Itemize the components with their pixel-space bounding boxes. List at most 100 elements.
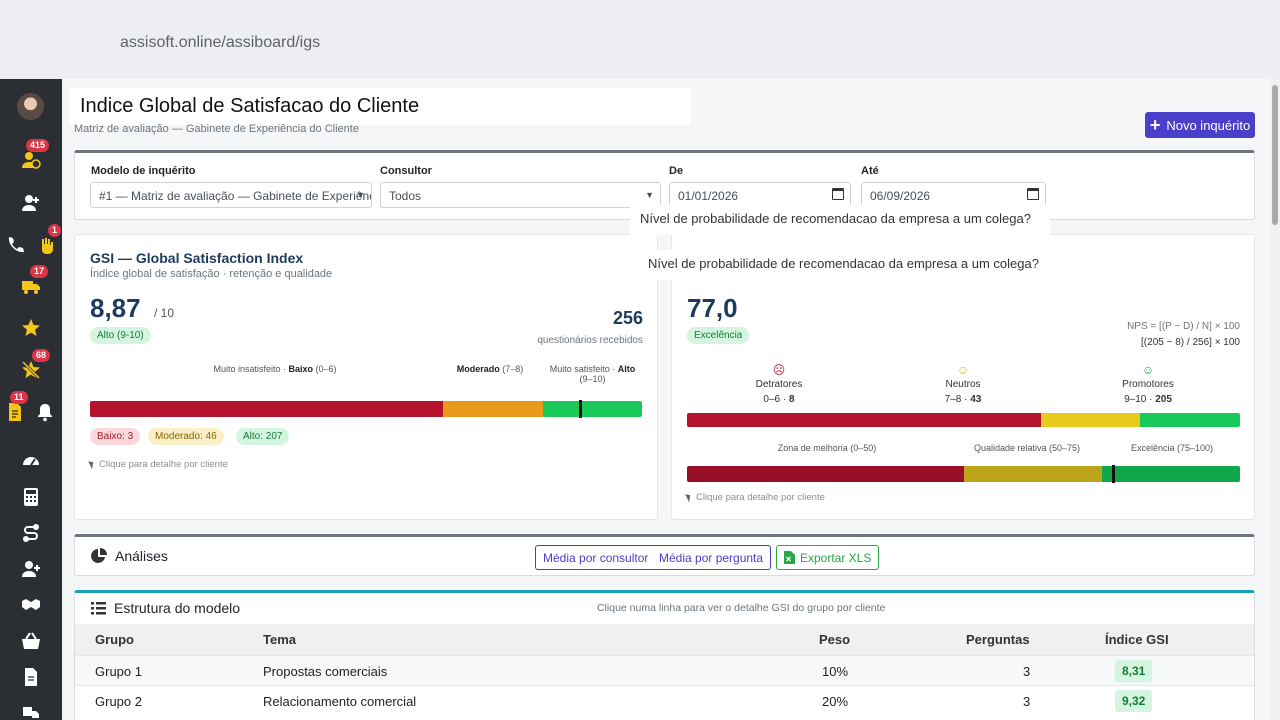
plus-icon: + — [1149, 115, 1161, 135]
gsi-bar[interactable] — [90, 401, 642, 417]
average-by-question-button[interactable]: Média por pergunta — [652, 545, 772, 570]
tooltip: Nível de probabilidade de recomendacao d… — [630, 205, 1050, 235]
bar-segment-baixo[interactable] — [90, 401, 444, 417]
row-theme: Relacionamento comercial — [263, 694, 417, 709]
star-icon — [22, 319, 40, 336]
url-text[interactable]: assisoft.online/assiboard/igs — [120, 34, 321, 51]
export-xls-button[interactable]: Exportar XLS — [776, 545, 880, 570]
gauge-icon — [23, 457, 39, 466]
from-date-input[interactable]: 01/01/2026 — [669, 182, 851, 208]
sidebar-item-handshake[interactable] — [0, 590, 62, 620]
page-subtitle: Matriz de avaliação — Gabinete de Experi… — [74, 123, 359, 135]
tooltip: Nível de probabilidade de recomendacao d… — [638, 250, 1098, 280]
page-title: Indice Global de Satisfacao do Cliente — [80, 95, 420, 117]
sidebar-item-user-clock[interactable]: 415 — [0, 139, 62, 175]
new-survey-label: Novo inquérito — [1166, 117, 1251, 133]
sidebar-item-user-plus[interactable] — [0, 188, 62, 218]
sidebar-item-star-slash[interactable]: 68 — [0, 349, 62, 385]
zone-label-excellence: Excelência (75–100) — [1130, 443, 1214, 453]
table-header: Grupo Tema Peso Perguntas Índice GSI — [75, 624, 1254, 655]
gsi-score: 8,87 — [90, 293, 141, 323]
nps-distribution-bar[interactable] — [687, 413, 1240, 427]
scrollbar-thumb[interactable] — [1272, 85, 1278, 225]
bar-segment-excelência[interactable] — [1101, 466, 1240, 482]
user-plus-icon — [22, 195, 39, 211]
gsi-subtitle: Índice global de satisfação · retenção e… — [90, 268, 333, 280]
row-weight: 10% — [822, 664, 849, 679]
sidebar-item-calculator[interactable] — [0, 482, 62, 512]
detractors-range: 0–6 · 8 — [763, 394, 795, 405]
row-questions: 3 — [1023, 664, 1031, 679]
gsi-level-badge: Alto (9-10) — [90, 327, 151, 344]
sidebar-item-bell[interactable] — [14, 397, 76, 427]
route-icon — [23, 524, 39, 542]
sidebar-item-gauge[interactable] — [0, 446, 62, 476]
header-weight: Peso — [819, 632, 851, 647]
detractors-label: Detratores — [755, 379, 803, 390]
row-questions: 3 — [1023, 694, 1031, 709]
list-icon — [91, 601, 106, 614]
pie-chart-icon — [91, 548, 107, 563]
low-count-badge: Baixo: 3 — [90, 428, 141, 445]
sidebar-item-hand[interactable]: 1 — [16, 224, 78, 260]
sidebar-item-document[interactable]: 11 — [0, 391, 46, 427]
zone-label-improvement: Zona de melhoria (0–50) — [777, 443, 877, 453]
badge-count: 17 — [30, 265, 49, 278]
nps-score: 77,0 — [687, 293, 738, 323]
table-row[interactable]: Grupo 2 Relacionamento comercial 20% 3 9… — [75, 685, 1254, 715]
zone-label-relative: Qualidade relativa (50–75) — [973, 443, 1081, 453]
analyses-title: Análises — [115, 548, 168, 564]
nps-zone-bar[interactable] — [687, 466, 1240, 482]
new-survey-button[interactable]: + Novo inquérito — [1145, 112, 1255, 138]
gsi-card[interactable]: GSI — Global Satisfaction Index Índice g… — [74, 234, 658, 520]
sidebar-item-basket[interactable] — [0, 626, 62, 656]
scale-label-low: Muito insatisfeito · Baixo (0–6) — [213, 364, 337, 374]
average-by-consultant-button[interactable]: Média por consultor — [535, 545, 657, 570]
sidebar-item-truck[interactable]: 17 — [0, 265, 62, 301]
sidebar-item-user-add[interactable] — [0, 554, 62, 584]
consultant-select[interactable]: Todos ▼ — [380, 182, 661, 208]
neutrals-range: 7–8 · 43 — [944, 394, 982, 405]
calendar-icon[interactable] — [832, 188, 844, 200]
bar-segment-promotores[interactable] — [1140, 413, 1240, 427]
model-value: #1 — Matriz de avaliação — Gabinete de E… — [99, 189, 371, 203]
sidebar-item-route[interactable] — [0, 518, 62, 548]
calculator-icon — [24, 488, 38, 506]
sidebar-item-file[interactable] — [0, 662, 62, 692]
bar-segment-neutros[interactable] — [1040, 413, 1141, 427]
star-slash-icon — [21, 360, 41, 380]
model-structure-note: Clique numa linha para ver o detalhe GSI… — [597, 602, 886, 614]
bar-segment-alto[interactable] — [542, 401, 642, 417]
header-questions: Perguntas — [966, 632, 1030, 647]
row-weight: 20% — [822, 694, 849, 709]
row-group: Grupo 1 — [95, 664, 142, 679]
bar-segment-qualidade-relativa[interactable] — [963, 466, 1102, 482]
nps-hint-text: Clique para detalhe por cliente — [696, 492, 825, 503]
chevron-down-icon: ▼ — [645, 190, 654, 200]
page-scrollbar[interactable] — [1270, 79, 1280, 720]
model-select[interactable]: #1 — Matriz de avaliação — Gabinete de E… — [90, 182, 372, 208]
avatar[interactable] — [17, 93, 44, 120]
neutrals-label: Neutros — [945, 379, 981, 390]
model-label: Modelo de inquérito — [91, 165, 196, 177]
bar-segment-detratores[interactable] — [687, 413, 1041, 427]
user-add-icon — [22, 561, 40, 577]
gsi-title: GSI — Global Satisfaction Index — [90, 250, 304, 266]
sidebar-item-star[interactable] — [0, 313, 62, 343]
to-label: Até — [861, 165, 879, 177]
gsi-hint: Clique para detalhe por cliente — [88, 459, 228, 470]
happy-face-icon: ☺ — [1141, 363, 1155, 377]
row-gsi-badge: 9,32 — [1115, 690, 1153, 712]
bar-segment-zona-de-melhoria[interactable] — [687, 466, 964, 482]
sidebar-item-truck-loading[interactable] — [0, 698, 62, 720]
browser-url-bar[interactable]: assisoft.online/assiboard/igs — [0, 0, 1280, 79]
calendar-icon[interactable] — [1027, 188, 1039, 200]
sidebar-item-phone[interactable] — [0, 230, 46, 260]
analyses-panel: Análises Média por consultor Média por p… — [74, 534, 1255, 576]
user-clock-icon — [22, 152, 41, 169]
bar-segment-moderado[interactable] — [443, 401, 543, 417]
to-date-value: 06/09/2026 — [870, 189, 931, 203]
table-row[interactable]: Grupo 1 Propostas comerciais 10% 3 8,31 — [75, 655, 1254, 685]
main-content: Indice Global de Satisfacao do Cliente M… — [62, 79, 1270, 720]
gsi-score-unit: / 10 — [154, 306, 175, 320]
